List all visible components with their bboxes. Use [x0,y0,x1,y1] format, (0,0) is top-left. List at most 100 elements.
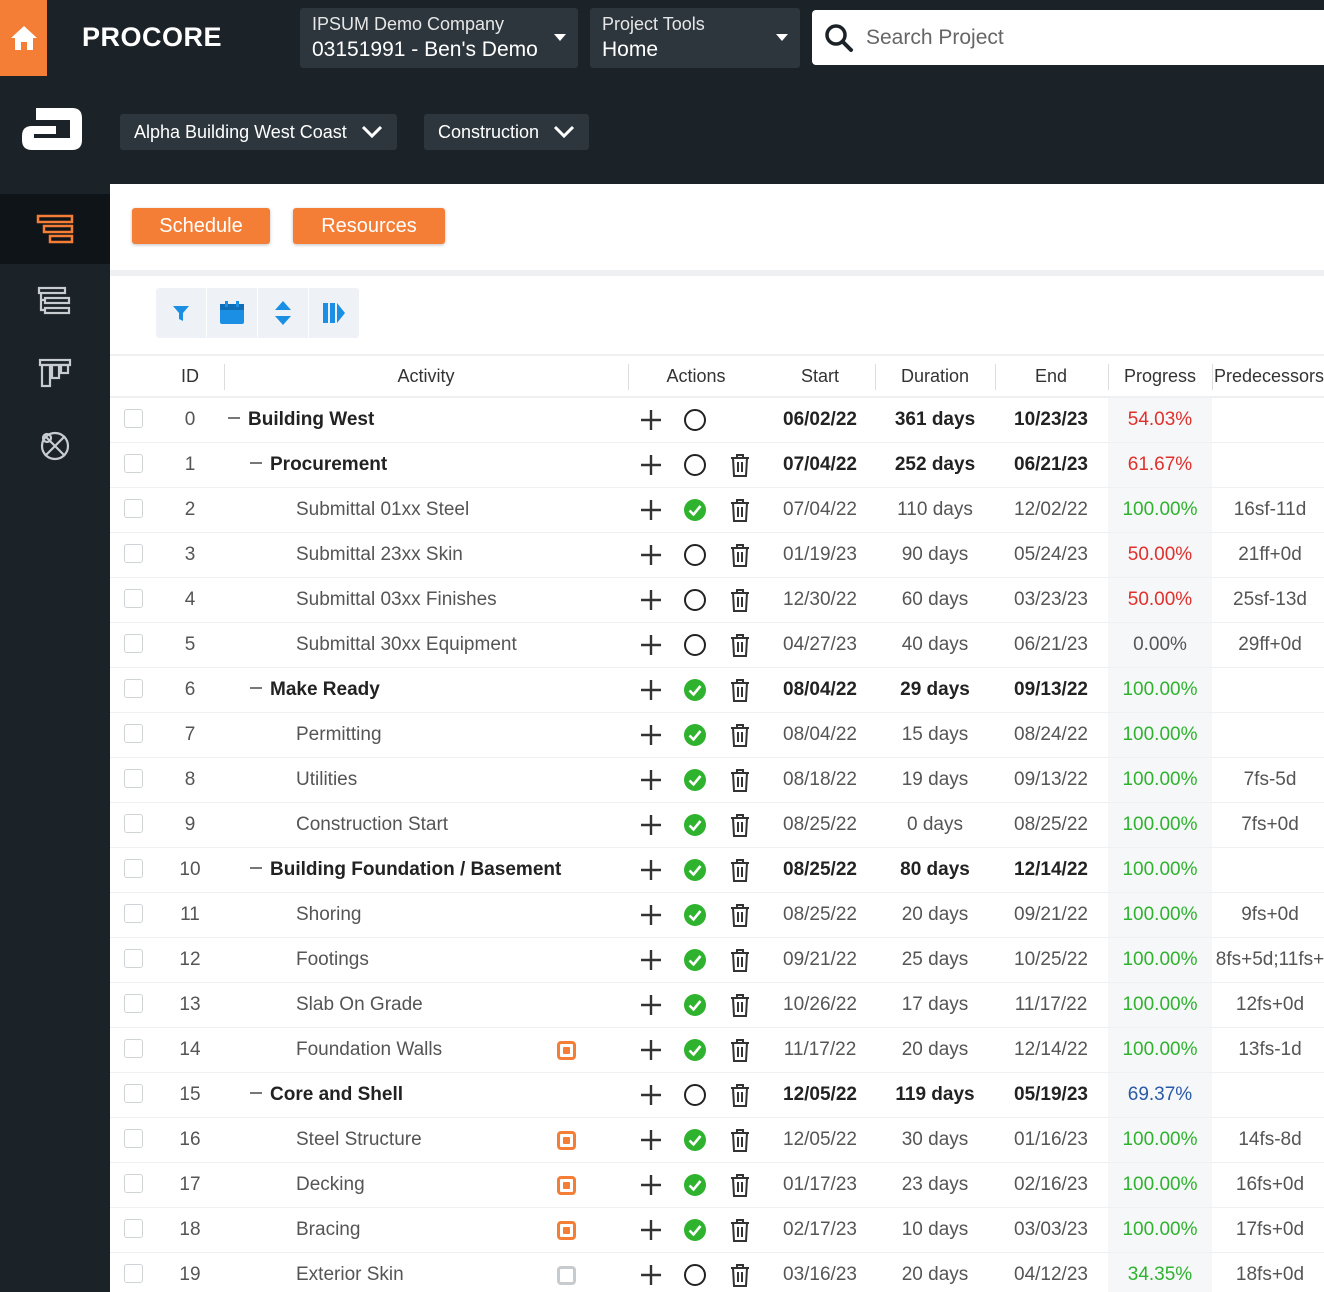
calendar-button[interactable] [207,288,257,338]
table-row[interactable]: 3 Submittal 23xx Skin 01/19/23 90 days 05/24… [110,533,1324,578]
activity-name[interactable]: Foundation Walls [296,1028,442,1072]
add-icon[interactable] [639,453,663,477]
row-checkbox[interactable] [124,589,143,608]
activity-name[interactable]: Building West [228,398,374,442]
row-checkbox[interactable] [124,499,143,518]
row-checkbox[interactable] [124,544,143,563]
trash-icon[interactable] [729,857,751,883]
trash-icon[interactable] [729,812,751,838]
columns-button[interactable] [309,288,359,338]
activity-name[interactable]: Building Foundation / Basement [250,848,561,892]
trash-icon[interactable] [729,722,751,748]
activity-name[interactable]: Construction Start [296,803,448,847]
trash-icon[interactable] [729,1217,751,1243]
constraint-flag-icon[interactable] [557,1131,576,1150]
row-checkbox[interactable] [124,634,143,653]
app-logo-icon[interactable] [20,102,86,161]
status-circle-icon[interactable] [683,633,707,657]
collapse-icon[interactable] [250,686,262,689]
table-row[interactable]: 18 Bracing 02/17/23 10 days 03/03/23 100.00% 1… [110,1208,1324,1253]
trash-icon[interactable] [729,1037,751,1063]
table-row[interactable]: 0 Building West 06/02/22 361 days 10/23/23 54… [110,398,1324,443]
schedule-tab-button[interactable]: Schedule [132,208,270,244]
collapse-icon[interactable] [250,461,262,464]
rail-board[interactable] [0,338,110,408]
project-selector[interactable]: Alpha Building West Coast [120,114,397,150]
trash-icon[interactable] [729,587,751,613]
row-checkbox[interactable] [124,679,143,698]
sort-button[interactable] [258,288,308,338]
complete-check-icon[interactable] [683,813,707,837]
rail-resources[interactable] [0,410,110,480]
activity-name[interactable]: Utilities [296,758,357,802]
trash-icon[interactable] [729,1082,751,1108]
row-checkbox[interactable] [124,769,143,788]
add-icon[interactable] [639,723,663,747]
collapse-icon[interactable] [228,416,240,419]
complete-check-icon[interactable] [683,903,707,927]
add-icon[interactable] [639,1173,663,1197]
status-circle-icon[interactable] [683,408,707,432]
col-id[interactable]: ID [181,366,199,386]
row-checkbox[interactable] [124,1219,143,1238]
add-icon[interactable] [639,588,663,612]
add-icon[interactable] [639,813,663,837]
add-icon[interactable] [639,1083,663,1107]
trash-icon[interactable] [729,452,751,478]
table-row[interactable]: 8 Utilities 08/18/22 19 days 09/13/22 100.00%… [110,758,1324,803]
row-checkbox[interactable] [124,814,143,833]
table-row[interactable]: 6 Make Ready 08/04/22 29 days 09/13/22 100.00… [110,668,1324,713]
activity-name[interactable]: Submittal 01xx Steel [296,488,469,532]
add-icon[interactable] [639,1263,663,1287]
constraint-flag-icon[interactable] [557,1176,576,1195]
col-predecessors[interactable]: Predecessors [1214,366,1324,386]
activity-name[interactable]: Make Ready [250,668,380,712]
add-icon[interactable] [639,498,663,522]
constraint-flag-icon[interactable] [557,1266,576,1285]
complete-check-icon[interactable] [683,993,707,1017]
activity-name[interactable]: Procurement [250,443,387,487]
complete-check-icon[interactable] [683,948,707,972]
resources-tab-button[interactable]: Resources [293,208,445,244]
row-checkbox[interactable] [124,1174,143,1193]
add-icon[interactable] [639,948,663,972]
activity-name[interactable]: Shoring [296,893,362,937]
activity-name[interactable]: Exterior Skin [296,1253,404,1292]
complete-check-icon[interactable] [683,678,707,702]
table-row[interactable]: 14 Foundation Walls 11/17/22 20 days 12/14/2… [110,1028,1324,1073]
add-icon[interactable] [639,768,663,792]
table-row[interactable]: 11 Shoring 08/25/22 20 days 09/21/22 100.00% 9… [110,893,1324,938]
row-checkbox[interactable] [124,1039,143,1058]
constraint-flag-icon[interactable] [557,1041,576,1060]
row-checkbox[interactable] [124,904,143,923]
trash-icon[interactable] [729,677,751,703]
row-checkbox[interactable] [124,949,143,968]
trash-icon[interactable] [729,947,751,973]
table-row[interactable]: 15 Core and Shell 12/05/22 119 days 05/19/23… [110,1073,1324,1118]
complete-check-icon[interactable] [683,1128,707,1152]
col-activity[interactable]: Activity [397,366,455,386]
add-icon[interactable] [639,993,663,1017]
activity-name[interactable]: Submittal 23xx Skin [296,533,463,577]
company-selector[interactable]: IPSUM Demo Company 03151991 - Ben's Demo [300,8,578,68]
complete-check-icon[interactable] [683,768,707,792]
table-row[interactable]: 1 Procurement 07/04/22 252 days 06/21/23 61.6… [110,443,1324,488]
constraint-flag-icon[interactable] [557,1221,576,1240]
status-circle-icon[interactable] [683,453,707,477]
table-row[interactable]: 5 Submittal 30xx Equipment 04/27/23 40 days… [110,623,1324,668]
home-button[interactable] [0,0,47,76]
activity-name[interactable]: Submittal 03xx Finishes [296,578,497,622]
trash-icon[interactable] [729,1127,751,1153]
procore-logo[interactable]: PROCORE [82,22,223,52]
col-duration[interactable]: Duration [900,366,970,386]
table-row[interactable]: 13 Slab On Grade 10/26/22 17 days 11/17/22 10… [110,983,1324,1028]
row-checkbox[interactable] [124,409,143,428]
col-end[interactable]: End [1034,366,1068,386]
row-checkbox[interactable] [124,859,143,878]
table-row[interactable]: 7 Permitting 08/04/22 15 days 08/24/22 100.00… [110,713,1324,758]
col-progress[interactable]: Progress [1123,366,1197,386]
trash-icon[interactable] [729,992,751,1018]
search-input[interactable] [866,25,1286,50]
row-checkbox[interactable] [124,1084,143,1103]
complete-check-icon[interactable] [683,723,707,747]
